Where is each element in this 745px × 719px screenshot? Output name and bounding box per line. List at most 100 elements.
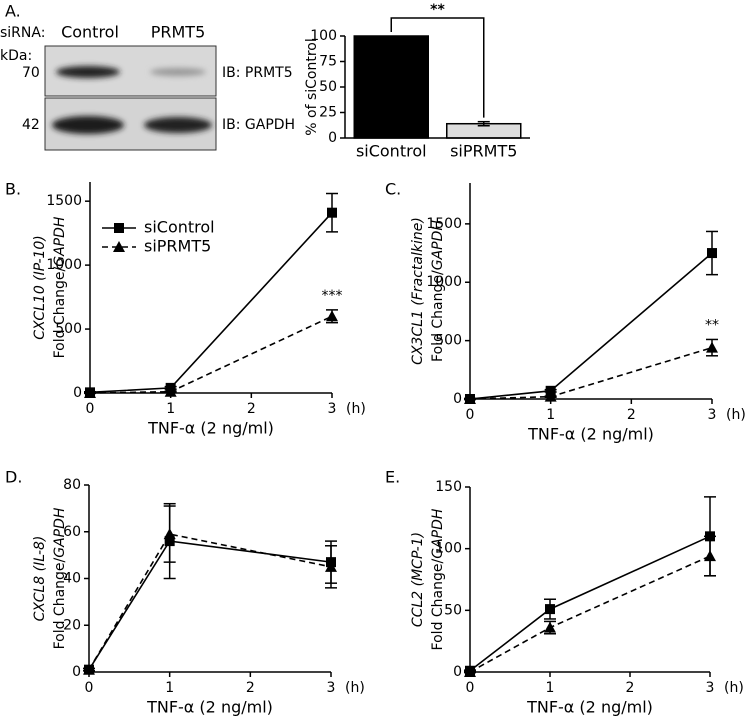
legend-label: siControl (144, 218, 215, 237)
marker-label: 70 (22, 65, 40, 81)
x-tick-label: 0 (86, 401, 95, 417)
x-tick-label: 3 (328, 401, 337, 417)
panel-label: A. (5, 2, 21, 21)
blot-label: IB: PRMT5 (222, 65, 293, 81)
lane-label: PRMT5 (151, 23, 206, 42)
x-unit: (h) (726, 407, 745, 423)
marker (464, 666, 476, 677)
x-tick-label: 0 (466, 407, 475, 423)
x-tick-label: 1 (546, 407, 555, 423)
panel-label: B. (5, 180, 21, 199)
series-line (88, 533, 332, 671)
significance-bracket (390, 17, 485, 118)
series-line (88, 540, 332, 671)
y-axis-label: CXCL10 (IP-10) (32, 235, 48, 340)
y-axis-label-part: Fold Change/ (430, 270, 446, 362)
y-tick-label: 80 (63, 477, 81, 493)
y-tick-label: 0 (72, 664, 81, 680)
x-tick-label: 3 (706, 680, 715, 696)
x-tick-label: 2 (246, 680, 255, 696)
x-tick-label: siControl (356, 142, 427, 161)
x-axis-label: TNF-α (2 ng/ml) (146, 698, 273, 717)
x-unit: (h) (724, 680, 744, 696)
marker (545, 604, 555, 615)
x-axis-label: TNF-α (2 ng/ml) (526, 698, 653, 717)
x-tick-label: 1 (546, 680, 555, 696)
panel-label: D. (5, 468, 22, 487)
x-unit: (h) (345, 680, 365, 696)
x-tick-label: 0 (466, 680, 475, 696)
y-tick-label: 75 (319, 54, 337, 70)
band (144, 117, 212, 133)
y-axis-label-part: GAPDH (52, 216, 68, 267)
x-tick-label: 1 (166, 401, 175, 417)
error-bar (477, 120, 490, 127)
y-tick-label: 0 (73, 385, 82, 401)
x-tick-label: 0 (85, 680, 94, 696)
y-axis-label: Fold Change/GAPDH (52, 507, 68, 649)
marker (83, 663, 95, 675)
band (150, 68, 206, 76)
y-tick-label: 25 (319, 105, 337, 121)
blot-label: IB: GAPDH (222, 117, 295, 133)
unit-label: kDa: (0, 48, 32, 64)
marker-label: 42 (22, 117, 40, 133)
band (52, 116, 124, 134)
marker (164, 385, 177, 397)
marker (464, 393, 476, 404)
marker (544, 390, 557, 402)
y-axis-label-part: Fold Change/ (52, 557, 68, 649)
significance: *** (322, 288, 343, 304)
y-axis-label-part: GAPDH (430, 220, 446, 271)
marker (544, 621, 556, 633)
y-axis-label-part: Fold Change/ (430, 558, 446, 650)
y-axis-label-part: GAPDH (430, 508, 446, 559)
y-tick-label: 1500 (426, 216, 462, 232)
significance: ** (430, 2, 445, 18)
y-axis-label: CCL2 (MCP-1) (410, 532, 426, 627)
marker (84, 387, 96, 398)
y-tick-label: 0 (453, 664, 462, 680)
x-tick-label: 2 (247, 401, 256, 417)
y-tick-label: 20 (63, 617, 81, 633)
y-tick-label: 50 (319, 79, 337, 95)
x-tick-label: 3 (708, 407, 717, 423)
legend-label: siPRMT5 (144, 237, 211, 256)
y-axis-label: CX3CL1 (Fractalkine) (410, 217, 426, 365)
bar (353, 35, 429, 139)
y-axis-label: CXCL8 (IL-8) (32, 536, 48, 622)
sirna-label: siRNA: (0, 25, 45, 41)
series-line (469, 555, 711, 673)
series-line (469, 535, 711, 672)
y-tick-label: 40 (63, 571, 81, 587)
y-tick-label: 1000 (426, 274, 462, 290)
band (56, 66, 120, 78)
x-axis-label: TNF-α (2 ng/ml) (527, 425, 654, 444)
marker (326, 310, 338, 322)
significance: ** (705, 317, 719, 333)
y-axis-label: Fold Change/GAPDH (430, 508, 446, 650)
marker (707, 248, 717, 259)
y-tick-label: 100 (435, 541, 462, 557)
x-tick-label: siPRMT5 (450, 142, 517, 161)
y-axis-label: Fold Change/GAPDH (52, 216, 68, 358)
y-tick-label: 500 (435, 333, 462, 349)
y-tick-label: 1500 (46, 193, 82, 209)
series-line (469, 252, 713, 400)
x-tick-label: 3 (327, 680, 336, 696)
legend-marker (113, 241, 125, 252)
x-axis-label: TNF-α (2 ng/ml) (147, 419, 274, 438)
y-axis-label: Fold Change/GAPDH (430, 220, 446, 362)
y-tick-label: 0 (453, 391, 462, 407)
x-unit: (h) (346, 401, 366, 417)
lane-label: Control (61, 23, 119, 42)
marker (704, 550, 716, 562)
y-axis-label-part: GAPDH (52, 507, 68, 558)
panel-label: C. (385, 180, 401, 199)
y-tick-label: 500 (55, 321, 82, 337)
x-tick-label: 1 (165, 680, 174, 696)
x-tick-label: 2 (627, 407, 636, 423)
legend-marker (114, 223, 124, 233)
y-axis-label: % of siControl (304, 38, 320, 136)
